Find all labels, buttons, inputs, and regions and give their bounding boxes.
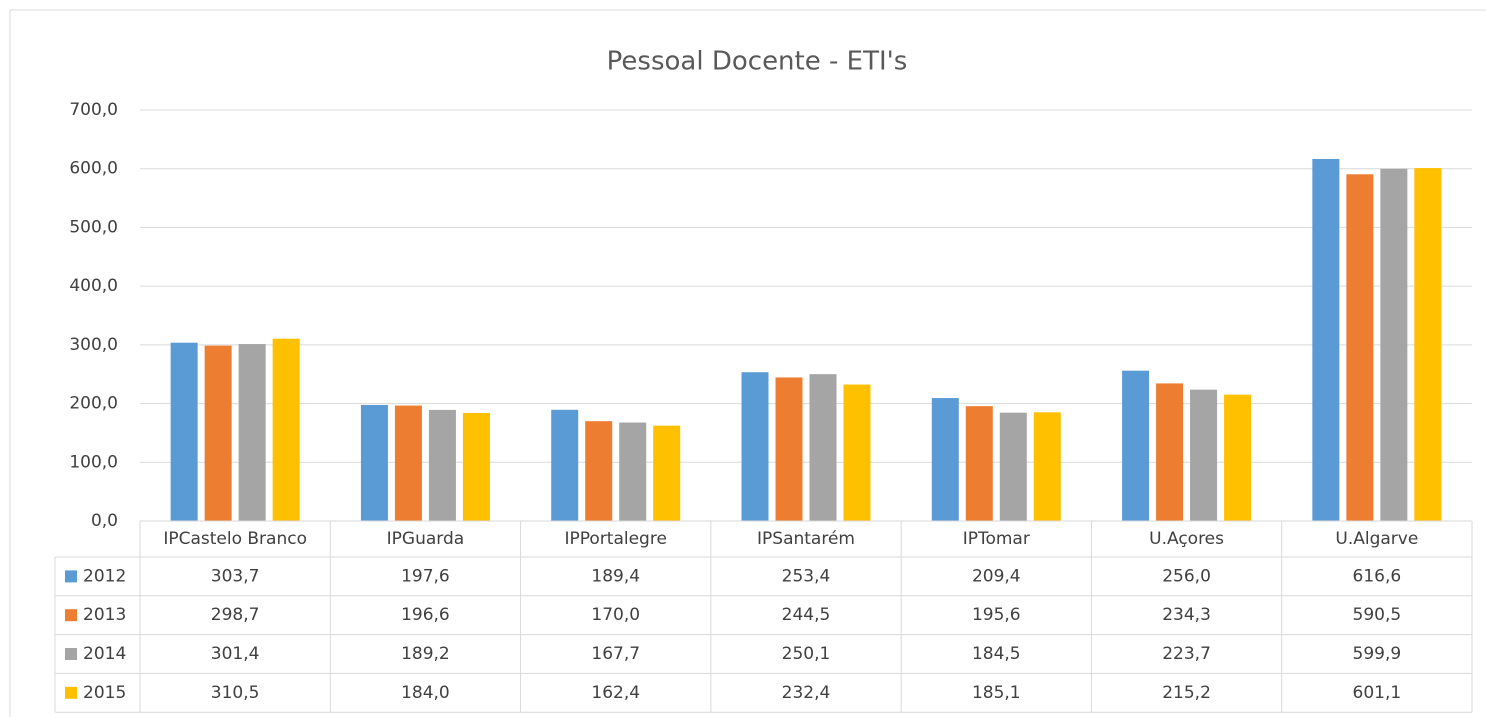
bar	[1122, 370, 1150, 521]
table-cell: 310,5	[211, 683, 260, 703]
table-cell: 223,7	[1162, 644, 1211, 664]
legend-key	[65, 609, 77, 622]
table-cell: 185,1	[972, 683, 1021, 703]
bar	[1224, 394, 1252, 521]
legend-label: 2012	[83, 566, 126, 586]
bar	[1346, 174, 1374, 521]
x-tick-label: IPTomar	[963, 529, 1030, 549]
x-tick-label: IPSantarém	[757, 529, 855, 549]
bar	[843, 384, 871, 521]
bar	[653, 425, 681, 521]
bar	[462, 412, 490, 521]
table-cell: 590,5	[1353, 605, 1402, 625]
y-tick-label: 100,0	[69, 452, 118, 472]
x-tick-label: IPGuarda	[387, 529, 465, 549]
legend-key	[65, 686, 77, 699]
x-tick-label: U.Açores	[1149, 529, 1224, 549]
table-cell: 197,6	[401, 566, 450, 586]
table-cell: 253,4	[782, 566, 831, 586]
x-tick-label: IPPortalegre	[564, 529, 666, 549]
table-cell: 209,4	[972, 566, 1021, 586]
bar	[1190, 389, 1218, 521]
bar	[999, 412, 1027, 521]
bar	[272, 338, 300, 521]
bar	[1312, 158, 1340, 521]
table-cell: 232,4	[782, 683, 831, 703]
bar	[551, 409, 579, 521]
bar	[238, 344, 266, 521]
bar	[1380, 168, 1408, 521]
legend-key	[65, 570, 77, 583]
table-cell: 599,9	[1353, 644, 1402, 664]
table-cell: 616,6	[1353, 566, 1402, 586]
bar	[360, 404, 388, 521]
table-cell: 303,7	[211, 566, 260, 586]
y-tick-label: 300,0	[69, 335, 118, 355]
table-cell: 256,0	[1162, 566, 1211, 586]
bar	[965, 406, 993, 521]
bar	[1033, 412, 1061, 521]
y-tick-label: 500,0	[69, 217, 118, 237]
table-cell: 215,2	[1162, 683, 1211, 703]
table-cell: 234,3	[1162, 605, 1211, 625]
bar	[170, 342, 198, 521]
table-cell: 167,7	[591, 644, 640, 664]
legend-key	[65, 648, 77, 660]
table-cell: 195,6	[972, 605, 1021, 625]
x-tick-label: U.Algarve	[1335, 529, 1418, 549]
bar	[931, 398, 959, 521]
table-cell: 184,5	[972, 644, 1021, 664]
legend-label: 2014	[83, 644, 126, 664]
y-tick-label: 0,0	[91, 511, 118, 531]
bar	[394, 405, 422, 521]
table-cell: 601,1	[1353, 683, 1402, 703]
bar	[585, 421, 613, 521]
table-cell: 196,6	[401, 605, 450, 625]
bar	[204, 345, 232, 521]
bar	[428, 409, 456, 521]
legend-label: 2015	[83, 683, 126, 703]
table-cell: 162,4	[591, 683, 640, 703]
table-cell: 189,2	[401, 644, 450, 664]
bar	[741, 372, 769, 521]
y-tick-label: 200,0	[69, 394, 118, 414]
legend-label: 2013	[83, 605, 126, 625]
table-cell: 298,7	[211, 605, 260, 625]
table-cell: 301,4	[211, 644, 260, 664]
bar	[619, 422, 647, 521]
x-tick-label: IPCastelo Branco	[163, 529, 307, 549]
y-tick-label: 700,0	[69, 100, 118, 120]
table-cell: 189,4	[591, 566, 640, 586]
bar	[809, 374, 837, 521]
y-tick-label: 400,0	[69, 276, 118, 296]
bar	[775, 377, 803, 521]
bar	[1156, 383, 1184, 521]
table-cell: 170,0	[591, 605, 640, 625]
table-cell: 244,5	[782, 605, 831, 625]
y-tick-label: 600,0	[69, 159, 118, 179]
table-cell: 184,0	[401, 683, 450, 703]
chart-title: Pessoal Docente - ETI's	[607, 47, 908, 77]
table-cell: 250,1	[782, 644, 831, 664]
bar	[1414, 168, 1442, 522]
